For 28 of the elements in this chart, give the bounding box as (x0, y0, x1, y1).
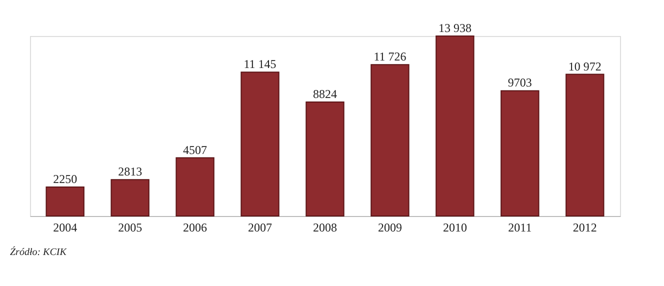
bar (566, 74, 604, 216)
data-label: 11 726 (374, 50, 406, 64)
bar (306, 102, 344, 216)
bar (500, 90, 540, 216)
x-tick-label: 2007 (248, 220, 272, 234)
bar (46, 186, 84, 216)
x-tick-label: 2008 (313, 220, 337, 234)
data-label: 2813 (118, 164, 142, 179)
x-tick-label: 2009 (378, 220, 402, 234)
x-tick-label: 2010 (442, 220, 467, 234)
bar (240, 72, 280, 216)
bar (436, 36, 474, 216)
data-label: 13 938 (438, 21, 472, 35)
x-tick-label: 2004 (53, 220, 78, 234)
data-label: 11 145 (244, 57, 276, 72)
x-tick-label: 2005 (118, 220, 142, 234)
data-label: 2250 (53, 172, 78, 186)
text: Źródło: KCIK (10, 246, 68, 258)
bar (176, 157, 214, 216)
bar (110, 179, 150, 216)
data-label: 4507 (183, 142, 208, 157)
data-label: 8824 (313, 87, 337, 102)
x-tick-label: 2011 (508, 220, 532, 234)
bar (370, 64, 410, 216)
data-label: 10 972 (568, 59, 602, 74)
x-tick-label: 2012 (572, 220, 597, 234)
x-tick-label: 2006 (183, 220, 208, 234)
data-label: 9703 (508, 76, 532, 90)
